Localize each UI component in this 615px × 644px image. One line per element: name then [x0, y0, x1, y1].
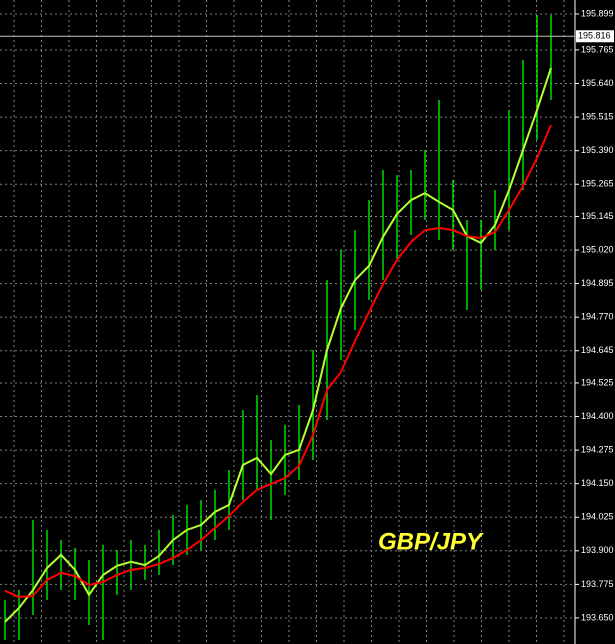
y-tick-label: 195.145: [581, 211, 614, 221]
y-tick-label: 193.650: [581, 612, 614, 622]
y-tick-label: 193.775: [581, 579, 614, 589]
y-tick-label: 195.390: [581, 145, 614, 155]
y-tick-label: 194.770: [581, 312, 614, 322]
y-tick-label: 195.640: [581, 78, 614, 88]
moving-average-line: [4, 124, 552, 599]
annotation: GBP/JPY: [378, 528, 484, 555]
y-tick-label: 195.265: [581, 179, 614, 189]
y-tick-label: 194.525: [581, 377, 614, 387]
current-price-label: 195.816: [578, 31, 611, 41]
y-tick-label: 194.150: [581, 478, 614, 488]
y-tick-label: 194.025: [581, 512, 614, 522]
y-tick-label: 195.899: [581, 8, 614, 18]
y-tick-label: 194.895: [581, 278, 614, 288]
y-tick-label: 195.020: [581, 244, 614, 254]
moving-average-line: [4, 67, 552, 623]
y-tick-label: 194.645: [581, 345, 614, 355]
y-tick-label: 195.765: [581, 44, 614, 54]
current-price-box: [576, 30, 614, 43]
y-tick-label: 195.515: [581, 111, 614, 121]
y-tick-label: 193.900: [581, 545, 614, 555]
y-tick-label: 194.275: [581, 444, 614, 454]
y-tick-label: 194.400: [581, 411, 614, 421]
